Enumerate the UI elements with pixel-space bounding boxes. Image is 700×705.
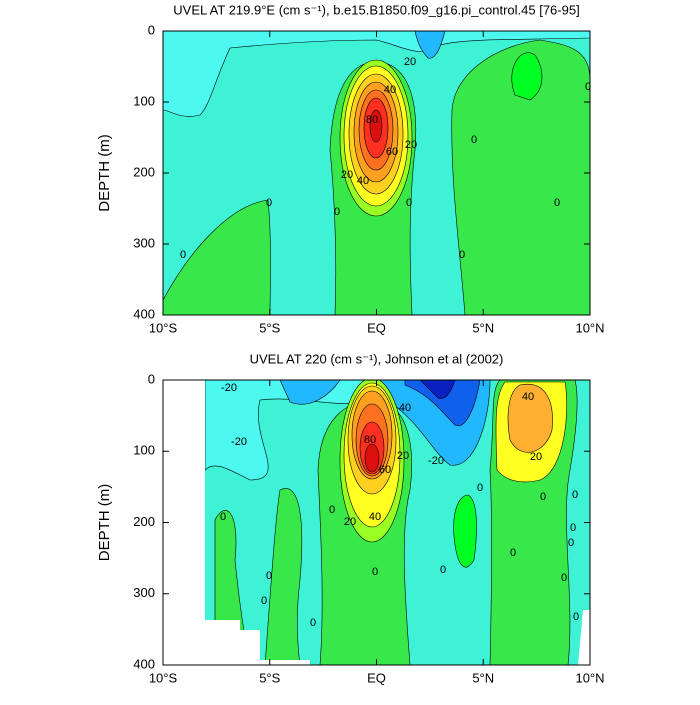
missing-data [578, 610, 590, 665]
contour-label: 40 [522, 391, 534, 403]
y-tick-label: 0 [148, 22, 155, 37]
contour-label: 20 [344, 516, 356, 528]
fill [414, 31, 446, 59]
contour-label: 20 [341, 169, 353, 181]
y-tick-label: 200 [133, 514, 155, 529]
x-tick-label: 10°N [575, 320, 604, 335]
y-tick-label: 400 [133, 656, 155, 671]
x-tick-label: 5°N [472, 320, 494, 335]
y-tick-label: 400 [133, 306, 155, 321]
fill [451, 39, 590, 315]
contour-label: 80 [364, 434, 376, 446]
y-tick-label: 300 [133, 235, 155, 250]
contour-label: 20 [405, 139, 417, 151]
y-tick-label: 0 [148, 371, 155, 386]
contour-label: 0 [329, 504, 335, 516]
contour-label: -20 [231, 436, 247, 448]
x-tick-label: 10°N [575, 670, 604, 685]
fill [507, 383, 553, 453]
chart-title: UVEL AT 219.9°E (cm s⁻¹), b.e15.B1850.f0… [173, 2, 579, 17]
fill [279, 380, 341, 405]
contour-label: 20 [397, 450, 409, 462]
contour-label: 0 [334, 206, 340, 218]
contour-label: 0 [266, 197, 272, 209]
fill [364, 443, 380, 473]
chart-title: UVEL AT 220 (cm s⁻¹), Johnson et al (200… [250, 351, 504, 366]
contour-label: 0 [477, 482, 483, 494]
contour-label: -20 [428, 455, 444, 467]
contour-field [163, 31, 590, 315]
contour-label: -20 [221, 382, 237, 394]
contour-label: 0 [540, 491, 546, 503]
y-axis-label: DEPTH (m) [96, 134, 113, 212]
fill [404, 380, 481, 427]
missing-data [163, 380, 310, 665]
contour-label: 0 [459, 249, 465, 261]
contour-label: 80 [366, 114, 378, 126]
contour-label: 0 [554, 197, 560, 209]
contour-label: 0 [440, 564, 446, 576]
contour-label: 0 [372, 566, 378, 578]
contour-label: 0 [561, 572, 567, 584]
contour-label: 0 [310, 617, 316, 629]
y-tick-label: 100 [133, 443, 155, 458]
fill [163, 31, 590, 117]
fill [163, 199, 271, 315]
contour-label: 40 [357, 175, 369, 187]
contour-label: 0 [180, 249, 186, 261]
contour-label: 40 [369, 511, 381, 523]
contour-label: 0 [572, 489, 578, 501]
x-tick-label: 10°S [149, 670, 178, 685]
contour-label: 0 [510, 547, 516, 559]
contour-label: 0 [220, 511, 226, 523]
axes: UVEL AT 219.9°E (cm s⁻¹), b.e15.B1850.f0… [96, 2, 605, 685]
y-axis-label: DEPTH (m) [96, 484, 113, 562]
fill [264, 488, 303, 665]
y-tick-label: 200 [133, 164, 155, 179]
x-tick-label: 5°N [472, 670, 494, 685]
contour-label: 0 [261, 595, 267, 607]
contour-label: 0 [406, 197, 412, 209]
y-tick-label: 100 [133, 93, 155, 108]
x-tick-label: 5°S [259, 670, 280, 685]
contour-field [163, 380, 590, 665]
contour-label: 0 [266, 570, 272, 582]
x-tick-label: 5°S [259, 320, 280, 335]
contour-label: 40 [399, 402, 411, 414]
contour-label: 0 [568, 537, 574, 549]
contour-label: 0 [573, 611, 579, 623]
x-tick-label: 10°S [149, 320, 178, 335]
fill [369, 109, 383, 143]
contour-label: 0 [570, 522, 576, 534]
contour-label: 20 [404, 56, 416, 68]
x-tick-label: EQ [367, 320, 386, 335]
y-tick-label: 300 [133, 585, 155, 600]
contour-label: 0 [471, 134, 477, 146]
contour-label: 60 [379, 464, 391, 476]
contour-label: 60 [386, 146, 398, 158]
fill [511, 52, 543, 101]
contour-label: 40 [384, 84, 396, 96]
fill [453, 494, 477, 568]
contour-label: 20 [530, 451, 542, 463]
contour-label: 0 [585, 81, 591, 93]
x-tick-label: EQ [367, 670, 386, 685]
